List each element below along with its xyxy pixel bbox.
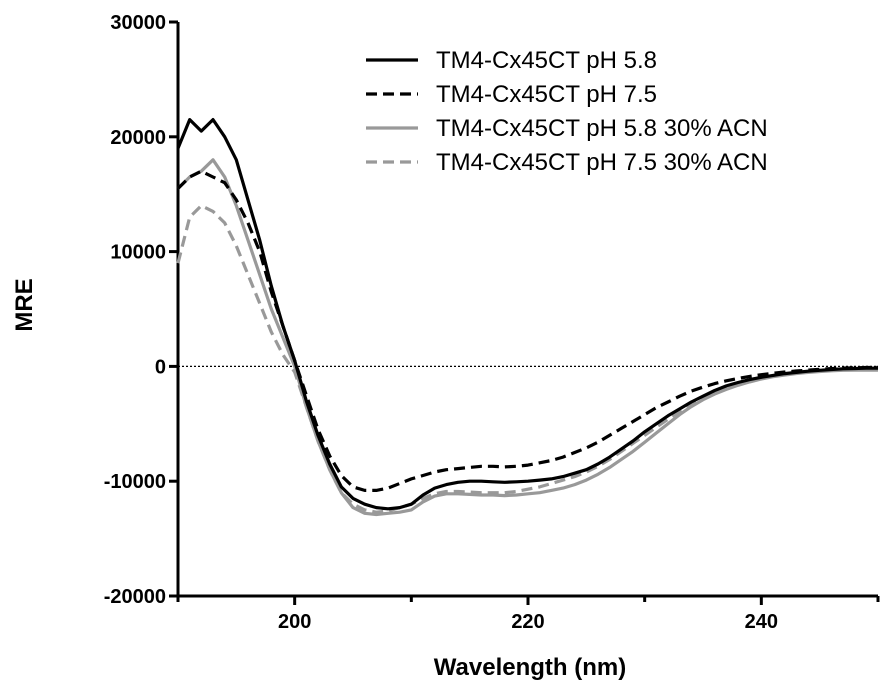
y-tick-label: -20000 bbox=[104, 586, 166, 608]
y-tick-label: 0 bbox=[155, 356, 166, 378]
series-line-1 bbox=[176, 118, 879, 511]
x-axis-title: Wavelength (nm) bbox=[434, 654, 626, 681]
axis-ticks: 30000 20000 10000 0 -10000 -20000 200 220 240 bbox=[104, 12, 880, 633]
y-tick-label: 30000 bbox=[110, 12, 166, 34]
y-tick-label: -10000 bbox=[104, 471, 166, 493]
y-tick-label: 10000 bbox=[110, 242, 166, 264]
data-series bbox=[176, 118, 879, 517]
axes bbox=[176, 22, 878, 598]
x-tick-label: 220 bbox=[511, 611, 544, 633]
y-axis-title: MRE bbox=[11, 278, 38, 331]
y-tick-label: 20000 bbox=[110, 127, 166, 149]
legend-label: TM4-Cx45CT pH 5.8 30% ACN bbox=[436, 115, 768, 142]
legend-label: TM4-Cx45CT pH 5.8 bbox=[436, 47, 657, 74]
x-tick-label: 240 bbox=[745, 611, 778, 633]
series-line-3 bbox=[176, 158, 879, 517]
legend: TM4-Cx45CT pH 5.8 TM4-Cx45CT pH 7.5 TM4-Cx… bbox=[366, 47, 768, 176]
legend-label: TM4-Cx45CT pH 7.5 bbox=[436, 81, 657, 108]
legend-label: TM4-Cx45CT pH 7.5 30% ACN bbox=[436, 149, 768, 176]
x-tick-label: 200 bbox=[278, 611, 311, 633]
